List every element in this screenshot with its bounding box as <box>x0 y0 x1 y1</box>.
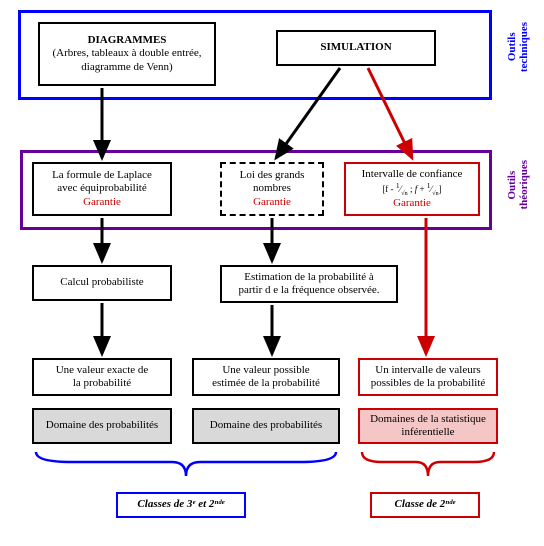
side-text-2: Outilsthéoriques <box>506 160 530 210</box>
brace-left <box>32 448 342 488</box>
laplace-l1: La formule de Laplace <box>52 169 152 182</box>
simulation-text: SIMULATION <box>320 41 391 54</box>
loi-l1: Loi des grands <box>240 169 305 182</box>
ds-l2: inférentielle <box>401 426 454 439</box>
calcul-text: Calcul probabiliste <box>60 276 143 289</box>
box-simulation: SIMULATION <box>276 30 436 66</box>
dp2: Domaine des probabilités <box>210 419 322 432</box>
dp1: Domaine des probabilités <box>46 419 158 432</box>
cr-text: Classe de 2ⁿᵈᵉ <box>395 498 456 510</box>
cl-text: Classes de 3ᵉ et 2ⁿᵈᵉ <box>137 498 224 510</box>
ds-l1: Domaines de la statistique <box>370 413 486 426</box>
brace-right <box>358 448 500 488</box>
ve-l2: la probabilité <box>73 377 131 390</box>
box-domaine-1: Domaine des probabilités <box>32 408 172 444</box>
box-valeur-exacte: Une valeur exacte de la probabilité <box>32 358 172 396</box>
box-valeur-possible: Une valeur possible estimée de la probab… <box>192 358 340 396</box>
box-intervalle-valeurs: Un intervalle de valeurs possibles de la… <box>358 358 498 396</box>
estimation-l1: Estimation de la probabilité à <box>244 271 374 284</box>
box-estimation: Estimation de la probabilité à partir d … <box>220 265 398 303</box>
label-outils-theoriques: Outilsthéoriques <box>506 160 530 210</box>
box-diagrammes: DIAGRAMMES (Arbres, tableaux à double en… <box>38 22 216 86</box>
estimation-l2: partir d e la fréquence observée. <box>238 284 379 297</box>
box-domaine-2: Domaine des probabilités <box>192 408 340 444</box>
intervalle-g: Garantie <box>393 197 431 210</box>
ve-l1: Une valeur exacte de <box>56 364 149 377</box>
iv-l1: Un intervalle de valeurs <box>375 364 480 377</box>
laplace-g: Garantie <box>83 196 121 209</box>
box-calcul: Calcul probabiliste <box>32 265 172 301</box>
box-classes-left: Classes de 3ᵉ et 2ⁿᵈᵉ <box>116 492 246 518</box>
vp-l1: Une valeur possible <box>222 364 309 377</box>
loi-l2: nombres <box>253 182 291 195</box>
iv-l2: possibles de la probabilité <box>371 377 486 390</box>
side-text: Outilstechniques <box>506 22 530 72</box>
intervalle-formula: [f - 1⁄√n ; f + 1⁄√n] <box>382 181 441 197</box>
box-laplace: La formule de Laplace avec équiprobabili… <box>32 162 172 216</box>
laplace-l2: avec équiprobabilité <box>57 182 147 195</box>
intervalle-l1: Intervalle de confiance <box>362 168 463 181</box>
box-classes-right: Classe de 2ⁿᵈᵉ <box>370 492 480 518</box>
box-loi: Loi des grands nombres Garantie <box>220 162 324 216</box>
diagrammes-sub: (Arbres, tableaux à double entrée, diagr… <box>44 47 210 73</box>
diagrammes-title: DIAGRAMMES <box>88 34 167 47</box>
vp-l2: estimée de la probabilité <box>212 377 320 390</box>
box-intervalle: Intervalle de confiance [f - 1⁄√n ; f + … <box>344 162 480 216</box>
label-outils-techniques: Outilstechniques <box>506 22 530 72</box>
loi-g: Garantie <box>253 196 291 209</box>
box-domaine-3: Domaines de la statistique inférentielle <box>358 408 498 444</box>
